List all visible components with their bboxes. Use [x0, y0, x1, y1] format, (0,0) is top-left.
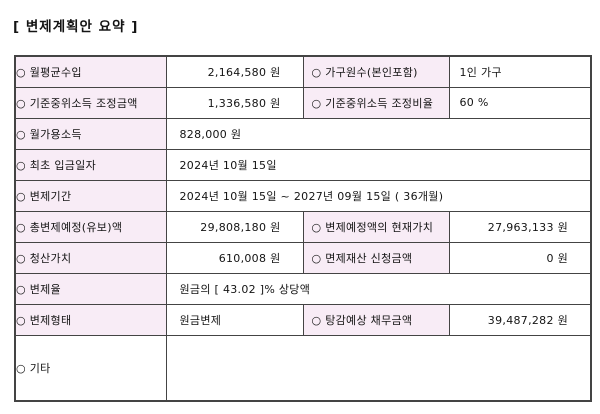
row-value: 27,963,133 원 — [448, 210, 592, 243]
table-row: ○ 기준중위소득 조정금액 1,336,580 원 ○ 기준중위소득 조정비율 … — [14, 86, 592, 119]
row-value: 2024년 10월 15일 — [165, 148, 592, 181]
table-row: ○ 변제율 원금의 [ 43.02 ]% 상당액 — [14, 272, 592, 305]
row-value: 2,164,580 원 — [165, 55, 304, 88]
row-label: ○ 가구원수(본인포함) — [302, 55, 450, 88]
row-label: ○ 탕감예상 채무금액 — [302, 303, 450, 336]
row-value — [165, 334, 592, 402]
table-row: ○ 월평균수입 2,164,580 원 ○ 가구원수(본인포함) 1인 가구 — [14, 55, 592, 88]
row-value: 828,000 원 — [165, 117, 592, 150]
summary-table: ○ 월평균수입 2,164,580 원 ○ 가구원수(본인포함) 1인 가구 ○… — [14, 55, 592, 402]
row-label: ○ 총변제예정(유보)액 — [14, 210, 167, 243]
table-row: ○ 총변제예정(유보)액 29,808,180 원 ○ 변제예정액의 현재가치 … — [14, 210, 592, 243]
row-label: ○ 기타 — [14, 334, 167, 402]
row-label: ○ 기준중위소득 조정비율 — [302, 86, 450, 119]
page-title: [ 변제계획안 요약 ] — [13, 19, 139, 35]
row-value: 원금의 [ 43.02 ]% 상당액 — [165, 272, 592, 305]
row-value: 610,008 원 — [165, 241, 304, 274]
row-label: ○ 기준중위소득 조정금액 — [14, 86, 167, 119]
row-value: 원금변제 — [165, 303, 304, 336]
row-value: 39,487,282 원 — [448, 303, 592, 336]
row-value: 60 % — [448, 86, 592, 119]
row-label: ○ 면제재산 신청금액 — [302, 241, 450, 274]
row-label: ○ 월평균수입 — [14, 55, 167, 88]
row-label: ○ 변제형태 — [14, 303, 167, 336]
table-row: ○ 최초 입금일자 2024년 10월 15일 — [14, 148, 592, 181]
row-label: ○ 변제율 — [14, 272, 167, 305]
row-value: 29,808,180 원 — [165, 210, 304, 243]
table-row: ○ 청산가치 610,008 원 ○ 면제재산 신청금액 0 원 — [14, 241, 592, 274]
row-label: ○ 최초 입금일자 — [14, 148, 167, 181]
table-row: ○ 변제기간 2024년 10월 15일 ~ 2027년 09월 15일 ( 3… — [14, 179, 592, 212]
row-label: ○ 변제기간 — [14, 179, 167, 212]
row-value: 2024년 10월 15일 ~ 2027년 09월 15일 ( 36개월) — [165, 179, 592, 212]
table-row: ○ 월가용소득 828,000 원 — [14, 117, 592, 150]
row-label: ○ 청산가치 — [14, 241, 167, 274]
row-value: 1인 가구 — [448, 55, 592, 88]
row-label: ○ 월가용소득 — [14, 117, 167, 150]
row-value: 1,336,580 원 — [165, 86, 304, 119]
row-label: ○ 변제예정액의 현재가치 — [302, 210, 450, 243]
row-value: 0 원 — [448, 241, 592, 274]
table-row: ○ 변제형태 원금변제 ○ 탕감예상 채무금액 39,487,282 원 — [14, 303, 592, 336]
table-row: ○ 기타 — [14, 334, 592, 402]
